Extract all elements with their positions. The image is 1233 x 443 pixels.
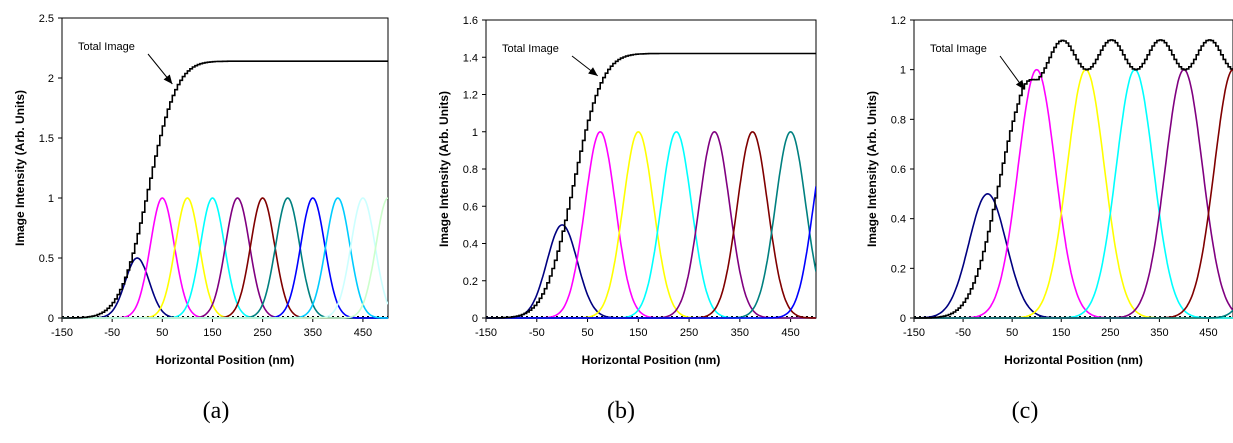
y-axis-title: Image Intensity (Arb. Units) [865,91,879,247]
y-tick-label: 0.8 [891,114,906,126]
peak-curve-2 [486,131,816,319]
y-tick-label: 1 [900,65,906,77]
x-tick-label: 450 [1199,327,1217,339]
y-tick-label: 0 [48,313,54,325]
y-tick-label: 0.6 [463,201,478,213]
arrow-head [163,74,173,84]
arrow-head [588,67,598,76]
y-tick-label: 0 [900,313,906,325]
y-tick-label: 0.4 [891,214,906,226]
x-tick-label: -150 [903,327,925,339]
total-image-curve [486,52,816,319]
total-image-label: Total Image [930,43,987,55]
y-tick-label: 0.5 [39,253,54,265]
caption-a: (a) [202,398,230,424]
chart-c: 0 0.2 0.4 0.6 0.8 1 1.2 -150 -50 50 150 250 350 450 Ho… [865,15,1233,367]
total-image-curve [62,60,388,319]
y-tick-label: 2 [48,73,54,85]
peak-curves [486,130,816,319]
y-tick-label: 1.5 [39,133,54,145]
y-tick-label: 2.5 [39,13,54,25]
peak-curve-4 [486,131,816,319]
peak-curve-6 [486,131,816,319]
x-tick-label: -50 [104,327,120,339]
total-image-curve [914,39,1233,319]
x-axis-title: Horizontal Position (nm) [156,353,295,367]
y-tick-label: 1.6 [463,15,478,27]
x-tick-label: 150 [203,327,221,339]
x-tick-label: 450 [354,327,372,339]
y-tick-label: 1 [48,193,54,205]
x-tick-label: 50 [156,327,168,339]
panel-c: 0 0.2 0.4 0.6 0.8 1 1.2 -150 -50 50 150 250 350 450 Ho… [822,0,1233,443]
peak-curve-1 [914,192,1233,319]
peak-curve-7 [914,309,1233,319]
arrow-head [1015,79,1025,90]
y-axis-title: Image Intensity (Arb. Units) [13,90,27,246]
x-tick-label: 150 [629,327,647,339]
x-tick-label: 150 [1052,327,1070,339]
peak-curves [62,197,388,319]
y-tick-label: 0 [472,313,478,325]
x-tick-label: -50 [529,327,545,339]
total-image-label: Total Image [78,41,135,53]
x-tick-label: 350 [304,327,322,339]
x-tick-label: 350 [1150,327,1168,339]
total-image-label: Total Image [502,43,559,55]
peak-curve-2 [914,68,1233,319]
caption-c: (c) [1011,398,1039,424]
peak-curve-1 [62,257,388,319]
chart-a: 0 0.5 1 1.5 2 2.5 -150 -50 50 150 250 350 450 Horizon… [13,13,389,367]
peak-curve-7 [486,130,816,319]
y-tick-label: 1.2 [463,90,478,102]
x-tick-label: 450 [781,327,799,339]
x-tick-label: 50 [581,327,593,339]
y-tick-label: 1.2 [891,15,906,27]
caption-b: (b) [607,398,635,424]
panel-a: 0 0.5 1 1.5 2 2.5 -150 -50 50 150 250 350 450 Horizon… [0,0,411,443]
plot-frame [61,17,389,319]
y-tick-label: 1.4 [463,52,478,64]
y-tick-label: 0.2 [891,263,906,275]
peak-curve-5 [486,130,816,319]
y-tick-label: 0.6 [891,164,906,176]
panel-b: 0 0.2 0.4 0.6 0.8 1 1.2 1.4 1.6 -150 -50 50 150 250 35… [411,0,822,443]
peak-curves [914,68,1233,319]
x-tick-label: -50 [955,327,971,339]
x-axis-title: Horizontal Position (nm) [1004,353,1143,367]
y-axis-title: Image Intensity (Arb. Units) [437,91,451,247]
chart-b: 0 0.2 0.4 0.6 0.8 1 1.2 1.4 1.6 -150 -50 50 150 250 35… [437,15,817,367]
peak-curve-10 [62,197,388,319]
plot-frame [913,19,1233,319]
x-tick-label: 250 [680,327,698,339]
x-axis-title: Horizontal Position (nm) [582,353,721,367]
y-tick-label: 0.2 [463,276,478,288]
x-tick-label: 350 [731,327,749,339]
x-tick-label: -150 [475,327,497,339]
peak-curve-11 [62,197,388,319]
x-tick-label: -150 [51,327,73,339]
x-tick-label: 250 [253,327,271,339]
peak-curve-8 [486,186,816,319]
y-tick-label: 0.8 [463,164,478,176]
x-tick-label: 250 [1101,327,1119,339]
x-tick-label: 50 [1006,327,1018,339]
y-tick-label: 0.4 [463,239,478,251]
y-tick-label: 1 [472,127,478,139]
peak-curve-3 [486,130,816,319]
